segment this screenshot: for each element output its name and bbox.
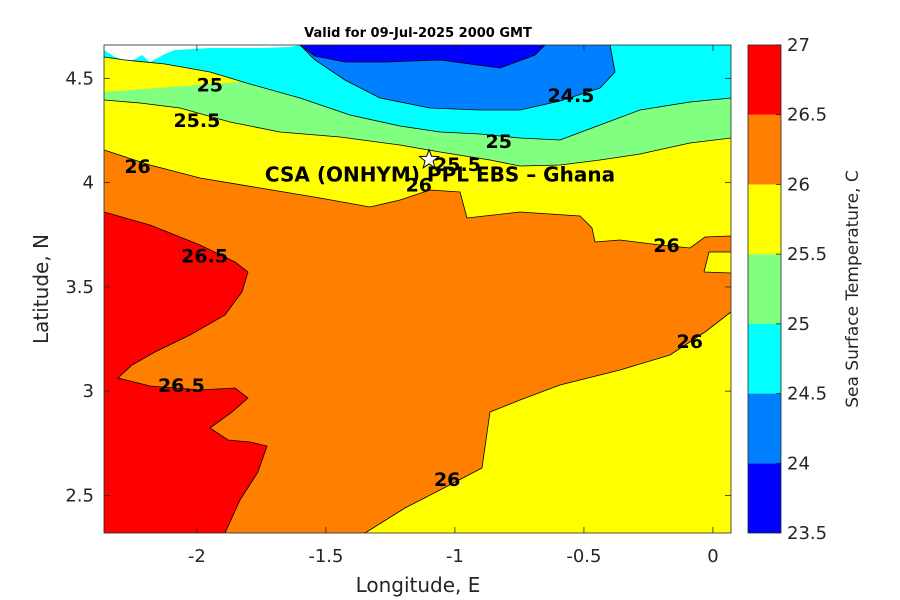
x-tick-label: -1 <box>446 546 464 567</box>
plot-frame <box>103 44 732 534</box>
contour-label: 26 <box>124 156 150 178</box>
site-annotation: CSA (ONHYM) PPL EBS – Ghana <box>265 148 615 187</box>
band-26-5-to-27 <box>104 212 267 533</box>
x-tick-label: -2 <box>188 546 206 567</box>
contour-label: 25 <box>197 75 223 97</box>
contour-label: 24.5 <box>548 85 595 107</box>
y-axis-label: Latitude, N <box>29 234 53 344</box>
colorbar-segment <box>748 323 781 394</box>
contour-label: 25.5 <box>173 110 220 132</box>
y-tick-label: 4 <box>83 173 94 194</box>
colorbar-frame <box>747 44 782 534</box>
colorbar-tick-label: 26 <box>787 174 810 195</box>
x-tick-label: -0.5 <box>566 546 601 567</box>
contour-line-26-5 <box>104 211 268 533</box>
contour-label: 26.5 <box>158 375 205 397</box>
x-tick-label: -1.5 <box>308 546 343 567</box>
x-axis: -2 -1.5 -1 -0.5 0 <box>188 45 719 567</box>
contour-line-25-5 <box>104 99 731 167</box>
contour-line-26-loop <box>703 251 731 274</box>
contour-line-26-north <box>104 149 731 249</box>
contour-label: 25 <box>486 131 512 153</box>
contour-line-26-south <box>364 311 731 533</box>
band-23-5-to-24 <box>300 45 545 68</box>
colorbar-label: Sea Surface Temperature, C <box>843 170 863 408</box>
y-tick-label: 4.5 <box>65 68 94 89</box>
colorbar-segment <box>748 393 781 464</box>
x-tick-label: 0 <box>707 546 718 567</box>
colorbar-segment <box>748 45 781 115</box>
y-tick-label: 2.5 <box>65 485 94 506</box>
contour-line-24 <box>299 45 546 69</box>
colorbar-tick-label: 23.5 <box>787 523 827 544</box>
contour-label: 26 <box>676 331 702 353</box>
colorbar: 23.5 24 24.5 25 25.5 26 26.5 27 <box>747 35 827 544</box>
colorbar-segment <box>748 463 781 533</box>
y-tick-label: 3 <box>83 381 94 402</box>
colorbar-tick-label: 27 <box>787 35 810 56</box>
x-axis-label: Longitude, E <box>356 573 481 597</box>
y-axis: 2.5 3 3.5 4 4.5 <box>65 68 731 506</box>
site-label: CSA (ONHYM) PPL EBS – Ghana <box>265 163 615 187</box>
no-data-patch <box>104 45 300 62</box>
contour-label: 26.5 <box>181 246 228 268</box>
contour-label: 26 <box>434 469 460 491</box>
y-tick-label: 3.5 <box>65 277 94 298</box>
contour-label: 25.5 <box>434 154 481 176</box>
colorbar-tick-label: 24.5 <box>787 384 827 405</box>
colorbar-segment <box>748 114 781 185</box>
contour-label: 26 <box>653 235 679 257</box>
band-26-to-26-5-hole <box>704 252 731 273</box>
colorbar-tick-label: 24 <box>787 453 810 474</box>
colorbar-tick-label: 25 <box>787 314 810 335</box>
contour-line-24-5 <box>299 45 616 111</box>
colorbar-segment <box>748 254 781 324</box>
contour-line-25 <box>104 56 731 141</box>
colorbar-segment <box>748 184 781 255</box>
colorbar-tick-label: 25.5 <box>787 244 827 265</box>
band-26-to-26-5 <box>104 150 731 533</box>
contour-label: 26 <box>406 175 432 197</box>
colorbar-tick-label: 26.5 <box>787 105 827 126</box>
site-star-marker <box>418 148 440 169</box>
chart-title: Valid for 09-Jul-2025 2000 GMT <box>304 26 532 41</box>
